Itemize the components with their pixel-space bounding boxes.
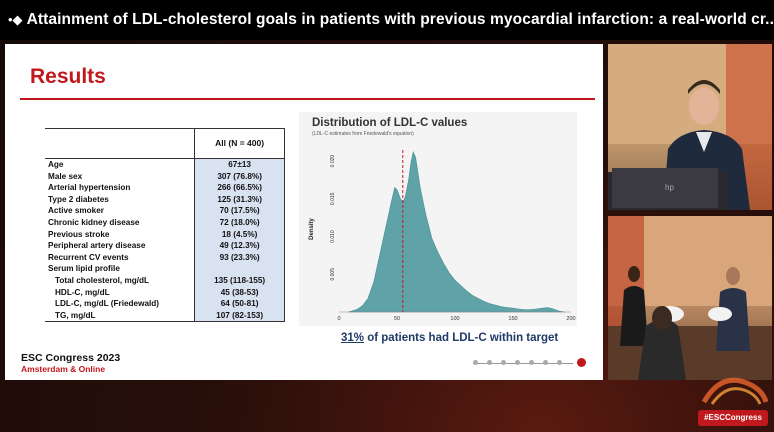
progress-dot: [501, 360, 506, 365]
x-tick-label: 100: [450, 316, 459, 322]
table-row: Previous stroke 18 (4.5%): [45, 228, 285, 241]
progress-dot: [557, 360, 562, 365]
y-tick-label: 0.005: [330, 268, 336, 281]
table-row: Age 67±13: [45, 157, 285, 171]
row-value: 266 (66.5%): [194, 182, 285, 194]
x-tick-label: 200: [566, 316, 575, 322]
y-axis-label: Density: [309, 218, 315, 240]
row-value: 18 (4.5%): [194, 228, 285, 241]
row-value: 135 (118-155): [194, 274, 285, 287]
table-row: LDL-C, mg/dL (Friedewald) 64 (50-81): [45, 298, 285, 310]
talk-title: Attainment of LDL-cholesterol goals in p…: [26, 11, 774, 28]
table-row: Total cholesterol, mg/dL 135 (118-155): [45, 274, 285, 287]
row-value: 45 (38-53): [194, 286, 285, 299]
row-value: 70 (17.5%): [194, 205, 285, 217]
table-row: Active smoker 70 (17.5%): [45, 205, 285, 217]
hashtag-badge: #ESCCongress: [698, 410, 768, 426]
congress-location: Amsterdam & Online: [21, 364, 106, 374]
x-tick-label: 150: [508, 316, 517, 322]
current-slide-dot: [577, 358, 586, 367]
table-row: Chronic kidney disease 72 (18.0%): [45, 216, 285, 229]
progress-dot: [515, 360, 520, 365]
progress-dot: [543, 360, 548, 365]
table-row: Recurrent CV events 93 (23.3%): [45, 251, 285, 264]
table-header-row: All (N = 400): [45, 128, 285, 159]
row-value: 93 (23.3%): [194, 251, 285, 264]
row-label: Active smoker: [48, 206, 104, 216]
progress-dot: [487, 360, 492, 365]
row-label: Chronic kidney disease: [48, 217, 140, 227]
row-label: Arterial hypertension: [48, 183, 131, 193]
panel-image: [608, 216, 772, 380]
heading-divider: [20, 98, 595, 100]
table-row: TG, mg/dL 107 (82-153): [45, 309, 285, 323]
table-col-header: All (N = 400): [194, 128, 285, 159]
row-label: Total cholesterol, mg/dL: [55, 275, 150, 285]
congress-name: ESC Congress 2023: [21, 352, 121, 364]
row-value: 67±13: [194, 157, 285, 171]
chart-subtitle: (LDL-C estimates from Friedewald's equat…: [312, 131, 414, 137]
row-label: HDL-C, mg/dL: [55, 287, 110, 297]
slide-heading: Results: [30, 65, 106, 88]
table-row: Arterial hypertension 266 (66.5%): [45, 182, 285, 194]
row-value: 64 (50-81): [194, 298, 285, 310]
row-value: 307 (76.8%): [194, 170, 285, 183]
row-value: 49 (12.3%): [194, 240, 285, 252]
table-row: Peripheral artery disease 49 (12.3%): [45, 240, 285, 252]
x-tick-label: 0: [337, 316, 340, 322]
row-label: Male sex: [48, 171, 83, 181]
presentation-slide: Results All (N = 400) Age 67±13 Male sex 30…: [5, 44, 603, 380]
row-label: LDL-C, mg/dL (Friedewald): [55, 299, 160, 309]
row-value: 72 (18.0%): [194, 216, 285, 229]
esc-logo-swirl: [701, 377, 769, 405]
table-row: HDL-C, mg/dL 45 (38-53): [45, 286, 285, 299]
table-body: Age 67±13 Male sex 307 (76.8%) Arterial hype…: [45, 157, 285, 323]
row-label: Serum lipid profile: [48, 264, 120, 274]
panel-camera: [608, 216, 772, 380]
table-row: Serum lipid profile: [45, 263, 285, 275]
progress-line: [473, 363, 573, 364]
row-label: Previous stroke: [48, 229, 110, 239]
y-tick-label: 0.015: [330, 192, 336, 205]
target-percentage: 31%: [341, 332, 365, 344]
congress-branding: ESC Congress 2023 Amsterdam & Online: [21, 352, 120, 374]
target-text: of patients had LDL-C within target: [364, 332, 559, 344]
row-value: 125 (31.3%): [194, 193, 285, 206]
svg-text:hp: hp: [665, 183, 674, 192]
speaker-camera: hp: [608, 44, 772, 210]
row-value: 107 (82-153): [194, 309, 285, 323]
progress-dot: [473, 360, 478, 365]
row-label: Age: [45, 157, 195, 171]
speaker-image: hp: [608, 44, 772, 210]
baseline-table: All (N = 400) Age 67±13 Male sex 307 (76.8%…: [45, 128, 285, 323]
table-header-blank: [45, 128, 195, 159]
progress-dot: [529, 360, 534, 365]
chart-title: Distribution of LDL-C values: [312, 117, 468, 129]
table-row: Type 2 diabetes 125 (31.3%): [45, 193, 285, 206]
target-statement: 31% of patients had LDL-C within target: [341, 332, 558, 344]
bullet-icon: •◆: [8, 12, 23, 27]
table-row: Male sex 307 (76.8%): [45, 170, 285, 183]
y-tick-label: 0.010: [330, 230, 336, 243]
y-tick-label: 0.020: [330, 155, 336, 168]
x-tick-label: 50: [394, 316, 400, 322]
row-label: Peripheral artery disease: [48, 241, 146, 251]
row-label: Recurrent CV events: [48, 252, 129, 262]
ldl-distribution-chart: Distribution of LDL-C values (LDL-C esti…: [299, 112, 577, 326]
row-label: TG, mg/dL: [45, 309, 195, 323]
row-value: [194, 263, 285, 275]
title-bar: •◆ Attainment of LDL-cholesterol goals i…: [0, 0, 774, 40]
row-label: Type 2 diabetes: [48, 194, 109, 204]
